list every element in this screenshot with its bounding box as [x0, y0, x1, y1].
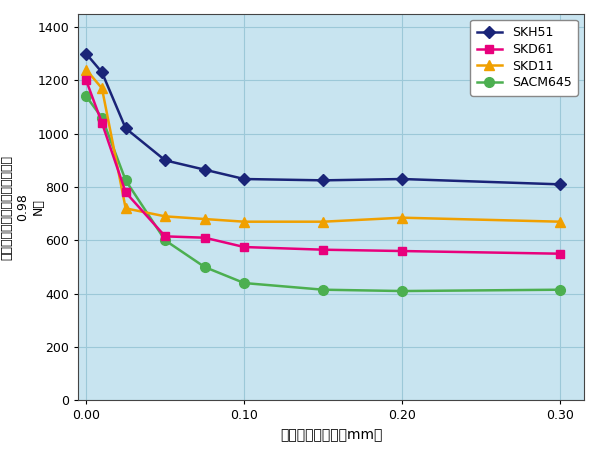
SKD61 [399, 248, 406, 254]
SKH51 [82, 51, 90, 56]
Line: SACM645: SACM645 [81, 91, 565, 296]
SKD11 [399, 215, 406, 220]
SKD61 [557, 251, 564, 257]
SKD61 [241, 244, 248, 250]
SKD61 [201, 235, 208, 240]
SKD11 [82, 67, 90, 72]
SKH51 [161, 157, 169, 163]
SKH51 [241, 176, 248, 182]
SKD11 [161, 214, 169, 219]
SKH51 [399, 176, 406, 182]
SKH51 [557, 182, 564, 187]
Text: マイクロビッカース硬さ（荷重
0.98
N）: マイクロビッカース硬さ（荷重 0.98 N） [0, 155, 45, 259]
SKH51 [98, 70, 105, 75]
SKD11 [241, 219, 248, 224]
SACM645 [241, 280, 248, 286]
SKD61 [161, 233, 169, 239]
SKD61 [82, 78, 90, 83]
SKD61 [98, 120, 105, 126]
SACM645 [98, 115, 105, 121]
Legend: SKH51, SKD61, SKD11, SACM645: SKH51, SKD61, SKD11, SACM645 [470, 20, 578, 96]
X-axis label: 表面からの距離（mm）: 表面からの距離（mm） [280, 428, 382, 442]
SACM645 [201, 264, 208, 270]
SKH51 [201, 167, 208, 172]
SKD11 [320, 219, 327, 224]
SACM645 [82, 94, 90, 99]
SKD11 [201, 216, 208, 222]
SACM645 [122, 177, 129, 183]
SACM645 [161, 238, 169, 243]
SKD61 [122, 190, 129, 195]
SKH51 [122, 126, 129, 131]
SKH51 [320, 177, 327, 183]
SKD11 [122, 206, 129, 211]
Line: SKD61: SKD61 [82, 76, 565, 258]
SACM645 [557, 287, 564, 293]
SACM645 [399, 288, 406, 294]
SKD11 [557, 219, 564, 224]
Line: SKH51: SKH51 [82, 50, 565, 188]
Line: SKD11: SKD11 [81, 65, 565, 227]
SACM645 [320, 287, 327, 293]
SKD61 [320, 247, 327, 253]
SKD11 [98, 86, 105, 91]
